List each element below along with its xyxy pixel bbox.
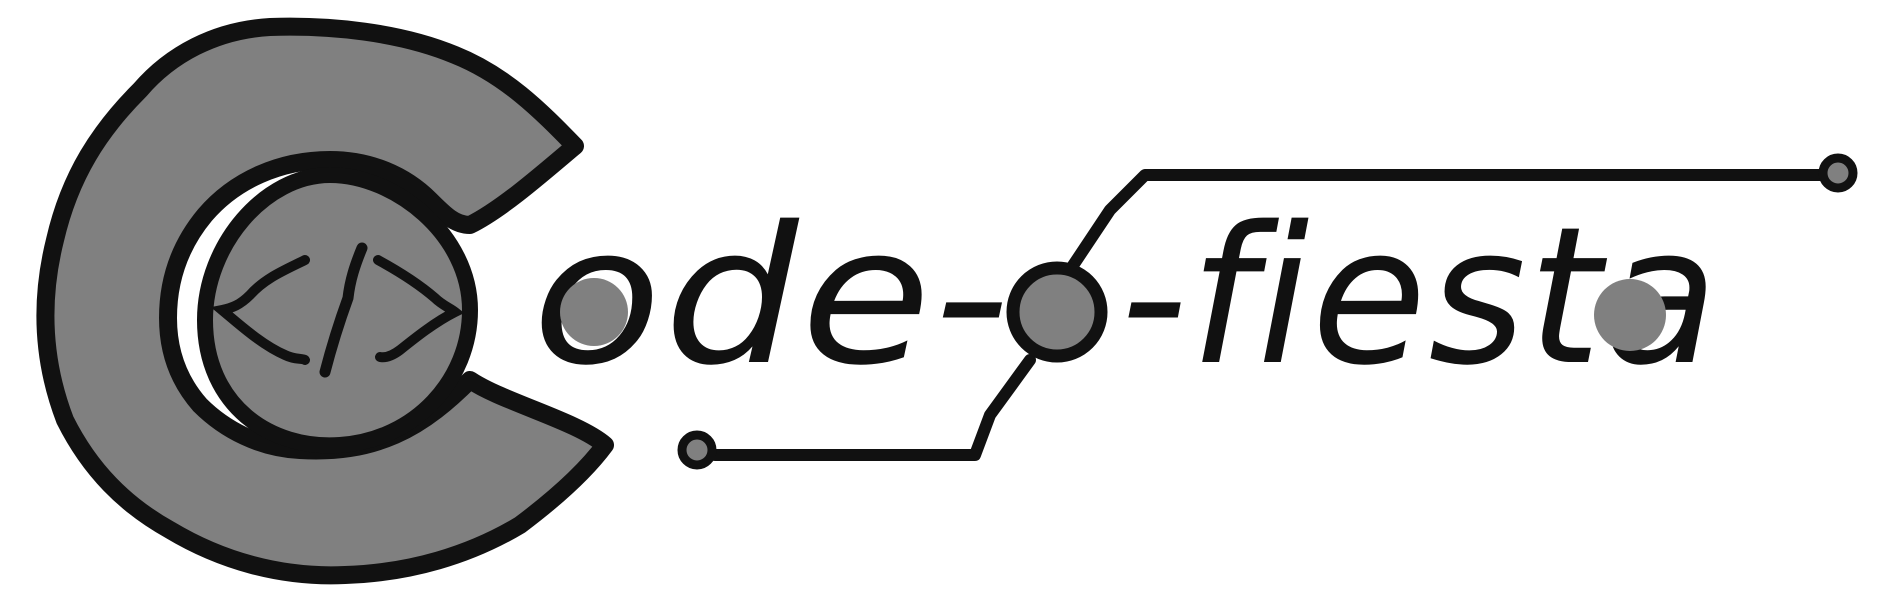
circuit-traces [709, 169, 1826, 461]
slash [319, 242, 368, 378]
gray-o-standalone [1006, 261, 1108, 363]
lower-trace [709, 354, 1036, 461]
left-angle-bracket [210, 255, 310, 365]
letter-c-emblem [36, 17, 614, 585]
code-brackets-icon [210, 242, 465, 378]
upper-trace-pad [1818, 153, 1858, 193]
gray-o-in-code [560, 278, 628, 346]
code-circle [196, 166, 479, 454]
lower-trace-pad [677, 430, 717, 470]
upper-trace [1064, 169, 1826, 276]
letter-c-outer-shape [36, 17, 614, 585]
gray-a-bowl [1594, 279, 1666, 351]
right-angle-bracket [373, 255, 465, 363]
